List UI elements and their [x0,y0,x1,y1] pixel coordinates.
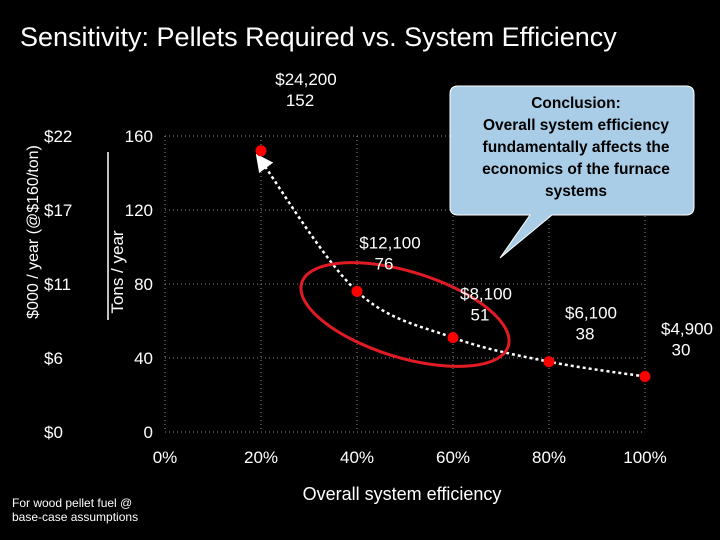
data-point [255,145,267,157]
data-label-cost: $12,100 [359,233,420,252]
y2-tick-label: $6 [44,349,63,368]
data-labels: $24,200 152 $12,100 76 $8,100 51 $6,100 38 $4,90… [275,70,713,360]
callout-line-4: economics of the furnace [482,161,670,178]
data-point [639,371,651,382]
y-tick-label: 160 [125,127,153,146]
data-label-tons: 38 [576,325,595,344]
data-points [255,145,651,382]
footnote: For wood pellet fuel @ base-case assumpt… [12,496,138,524]
y-tick-label: 40 [134,349,153,368]
footnote-line-1: For wood pellet fuel @ [12,496,133,510]
x-tick-label: 80% [532,448,566,467]
data-label-cost: $24,200 [275,70,336,89]
data-label-tons: 152 [286,91,314,110]
y2-tick-label: $17 [44,201,72,220]
y2-tick-label: $11 [44,275,71,294]
x-tick-label: 20% [244,448,278,467]
data-label-cost: $6,100 [565,304,617,323]
y-tick-label: 80 [134,275,153,294]
data-point [351,285,363,297]
y-tick-label: 0 [144,423,153,442]
data-label-tons: 51 [471,306,490,325]
data-label-tons: 30 [672,341,691,360]
y-tick-label: 120 [125,201,153,220]
y2-axis-title: $000 / year (@$160/ton) [25,145,42,319]
footnote-line-2: base-case assumptions [12,510,139,524]
callout-line-5: systems [544,183,608,200]
highlight-ellipse-shape [299,261,511,368]
trend-curve-path [255,153,646,378]
data-point [447,332,459,344]
y2-tick-label: $0 [44,423,63,442]
x-tick-label: 40% [340,448,374,467]
chart-title: Sensitivity: Pellets Required vs. System… [20,22,617,52]
trend-curve [255,153,646,378]
x-tick-label: 100% [623,448,666,467]
callout-balloon [449,85,695,259]
y2-tick-label: $22 [44,127,72,146]
callout-line-3: fundamentally affects the [482,139,670,156]
y-axis-title: Tons / year [108,230,127,313]
callout-line-2: Overall system efficiency [482,117,670,134]
x-axis-title: Overall system efficiency [303,484,502,504]
callout-line-1: Conclusion: [531,95,621,112]
data-label-tons: 76 [375,254,394,273]
callout-text: Conclusion: Overall system efficiency fund… [458,93,694,203]
data-label-cost: $4,900 [661,320,713,339]
data-label-cost: $8,100 [460,285,512,304]
x-tick-label: 0% [153,448,178,467]
highlight-ellipse [299,261,511,368]
callout [449,85,695,259]
tick-labels: 0% 20% 40% 60% 80% 100% 0 40 80 120 160 $0 $6 $11 $17 $… [44,127,667,467]
data-point [543,356,555,368]
x-tick-label: 60% [436,448,470,467]
